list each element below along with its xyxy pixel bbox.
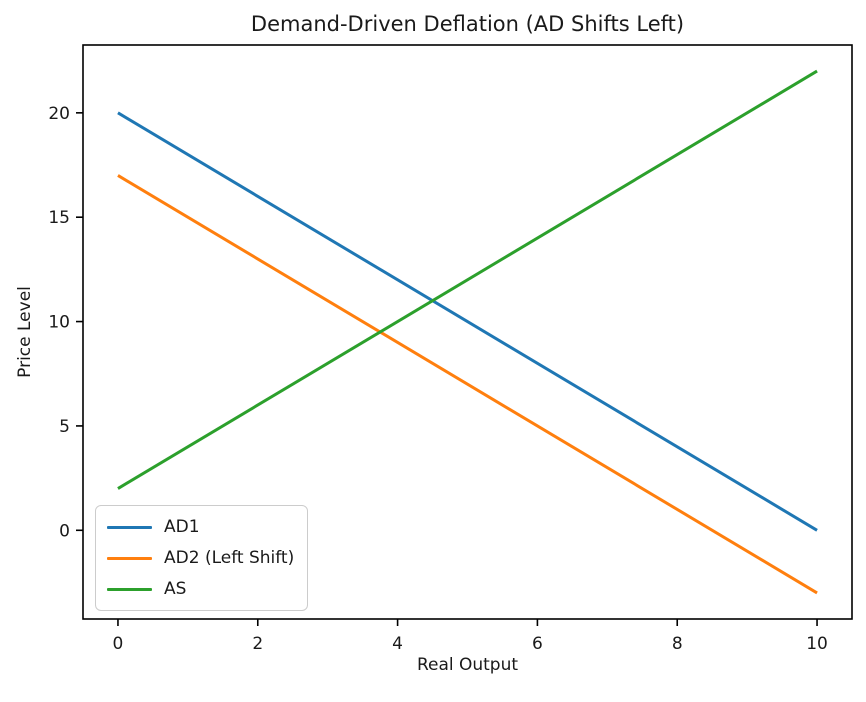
- series-line-ad1: [117, 111, 818, 532]
- x-axis-label: Real Output: [416, 655, 519, 675]
- legend-line-sample: [107, 525, 152, 529]
- x-tick-label: 4: [392, 634, 403, 654]
- y-tick-label: 20: [48, 104, 70, 124]
- y-tick-label: 0: [59, 521, 70, 541]
- x-tick-label: 8: [672, 634, 683, 654]
- y-axis-label: Price Level: [15, 286, 35, 378]
- legend-item-ad2-left-shift: AD2 (Left Shift): [107, 545, 294, 571]
- y-tick-label: 5: [59, 417, 70, 437]
- legend-label: AD2 (Left Shift): [164, 548, 295, 568]
- y-tick-label: 15: [48, 208, 70, 228]
- legend-line-sample: [107, 587, 152, 591]
- x-tick-label: 2: [252, 634, 263, 654]
- legend-label: AS: [164, 579, 187, 599]
- chart-title: Demand-Driven Deflation (AD Shifts Left): [250, 12, 685, 36]
- legend-item-ad1: AD1: [107, 514, 294, 540]
- legend: AD1 AD2 (Left Shift) AS: [95, 505, 309, 611]
- plot-border: [82, 44, 853, 620]
- legend-line-sample: [107, 556, 152, 560]
- x-tick-label: 10: [806, 634, 828, 654]
- x-tick-label: 6: [532, 634, 543, 654]
- x-tick-label: 0: [113, 634, 124, 654]
- series-line-ad2-left-shift: [117, 174, 818, 595]
- legend-label: AD1: [164, 517, 200, 537]
- y-tick-label: 10: [48, 313, 70, 333]
- legend-item-as: AS: [107, 576, 294, 602]
- series-line-as: [117, 69, 818, 490]
